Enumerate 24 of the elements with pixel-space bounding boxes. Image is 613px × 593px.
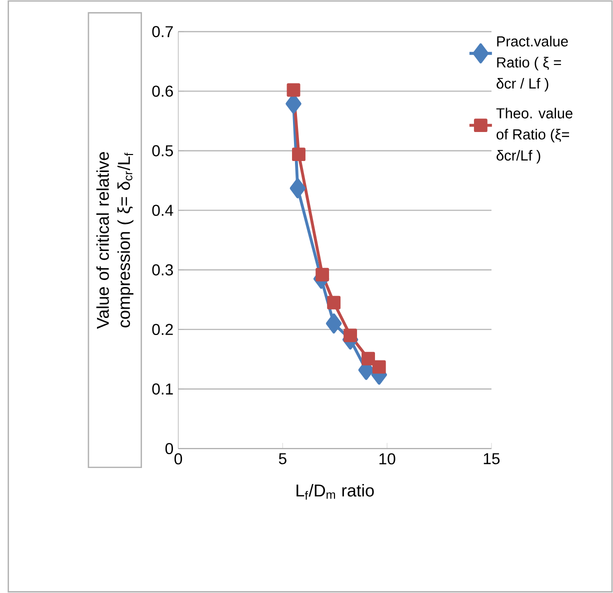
y-tick-label: 0 [165,443,173,454]
x-tick-label: 10 [379,453,396,464]
x-axis-title: L$_{f}$/D$_{m}$ ratio [296,484,374,500]
point [290,178,306,198]
y-tick-label: 0.6 [152,86,173,97]
y-tick-label: 0.2 [152,324,173,336]
x-tick-label: 15 [484,453,500,464]
point [362,352,375,366]
y-tick-label: 0.3 [152,264,173,276]
y-tick-label: 0.5 [152,145,173,156]
legend-label: Pract.value Ratio ( ξ = δcr / Lf ) [496,36,568,92]
point [292,148,306,162]
y-tick-label: 0.1 [152,383,173,395]
point [372,360,386,374]
point [316,268,330,282]
point [326,314,342,334]
legend-label: Theo. value of Ratio (ξ= δcr/Lf ) [496,108,572,164]
x-tick-label: 5 [278,453,286,464]
y-tick-label: 0.4 [152,204,174,216]
y-tick-label: 0.7 [152,26,173,38]
point [286,83,300,97]
point [344,328,358,342]
x-tick-label: 0 [174,453,182,464]
point [327,296,341,310]
